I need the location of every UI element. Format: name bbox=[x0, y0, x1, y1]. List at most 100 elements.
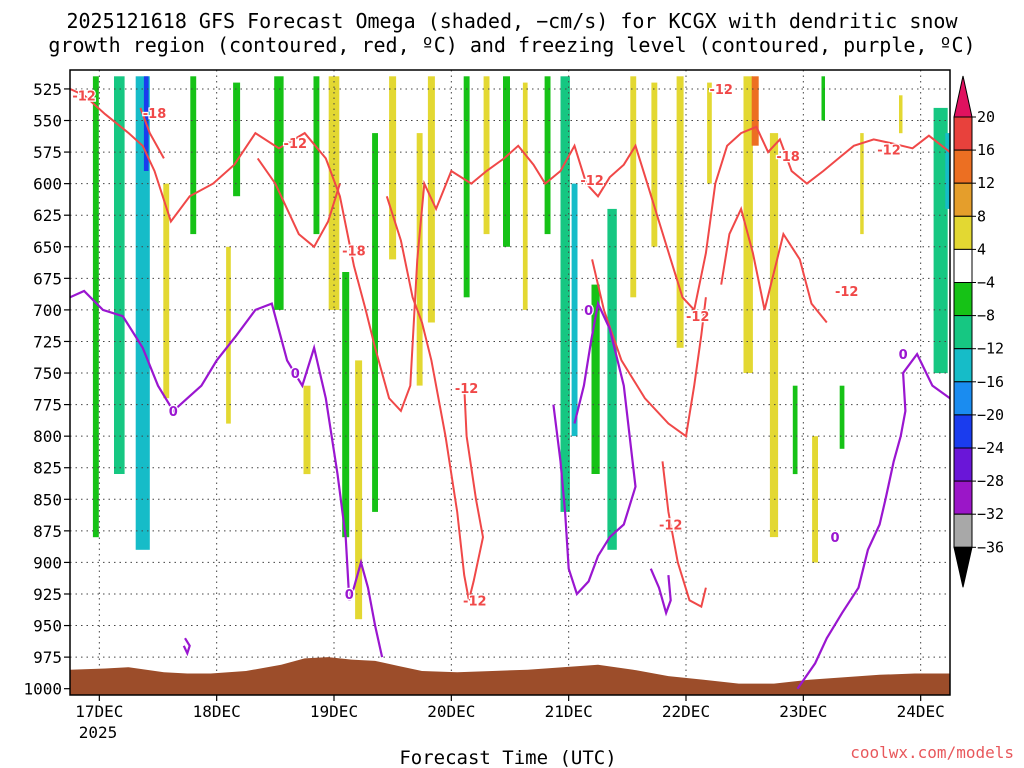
x-tick-label: 18DEC bbox=[193, 702, 241, 721]
colorbar-segment bbox=[953, 315, 973, 350]
contour-label: -12 bbox=[580, 174, 604, 189]
contour-label: 0 bbox=[584, 304, 593, 319]
colorbar-segment bbox=[953, 447, 973, 482]
colorbar-label: 20 bbox=[977, 108, 995, 126]
omega-patch bbox=[503, 76, 510, 247]
y-tick-label: 775 bbox=[33, 396, 62, 415]
x-axis-year: 2025 bbox=[79, 723, 118, 742]
colorbar-segment bbox=[953, 414, 973, 449]
y-tick-label: 850 bbox=[33, 490, 62, 509]
colorbar-segment bbox=[953, 480, 973, 515]
y-tick-label: 600 bbox=[33, 175, 62, 194]
purple-contour-line bbox=[796, 351, 950, 690]
colorbar-segment bbox=[953, 381, 973, 416]
y-tick-label: 800 bbox=[33, 427, 62, 446]
y-tick-label: 750 bbox=[33, 364, 62, 383]
colorbar-label: −28 bbox=[977, 472, 1004, 490]
contour-label: 0 bbox=[830, 531, 839, 546]
y-tick-label: 1000 bbox=[23, 680, 62, 699]
credit-text: coolwx.com/models bbox=[850, 743, 1014, 762]
omega-patch bbox=[372, 133, 378, 512]
omega-patch bbox=[135, 76, 150, 550]
x-tick-label: 24DEC bbox=[897, 702, 945, 721]
contour-label: -12 bbox=[72, 89, 96, 104]
omega-patch bbox=[544, 76, 551, 235]
omega-patch bbox=[303, 385, 311, 475]
colorbar-label: −24 bbox=[977, 439, 1004, 457]
colorbar-label: −16 bbox=[977, 373, 1004, 391]
y-tick-label: 700 bbox=[33, 301, 62, 320]
contour-label: -12 bbox=[659, 519, 683, 534]
y-tick-label: 950 bbox=[33, 617, 62, 636]
omega-patch bbox=[821, 76, 825, 121]
omega-patch bbox=[707, 82, 712, 184]
omega-patch bbox=[945, 133, 950, 209]
purple-contour-line bbox=[70, 289, 384, 658]
colorbar-label: 4 bbox=[977, 240, 986, 258]
omega-patch bbox=[389, 76, 397, 260]
contour-label: -12 bbox=[709, 83, 733, 98]
colorbar-segment bbox=[953, 149, 973, 184]
colorbar: 20 16 12 8 4 −4 −8 −12 −16 −20 −24 −28 −32 −36 bbox=[953, 75, 1004, 588]
red-contour-line bbox=[139, 107, 165, 159]
contour-label: 0 bbox=[899, 348, 908, 363]
colorbar-segment bbox=[953, 348, 973, 383]
y-axis-ticks: 525 550 575 600 625 650 675 700 725 750 775 800 825 8… bbox=[23, 80, 70, 699]
omega-patch bbox=[860, 133, 864, 235]
colorbar-segment bbox=[953, 215, 973, 250]
purple-contour-line bbox=[649, 568, 672, 617]
contour-label: 0 bbox=[345, 588, 354, 603]
omega-patch bbox=[355, 360, 363, 620]
x-tick-label: 23DEC bbox=[779, 702, 827, 721]
red-contour-line bbox=[70, 87, 950, 413]
y-tick-label: 675 bbox=[33, 269, 62, 288]
colorbar-segment bbox=[953, 182, 973, 217]
y-tick-label: 550 bbox=[33, 112, 62, 131]
omega-patch bbox=[591, 284, 600, 474]
purple-contour-line bbox=[552, 300, 637, 597]
colorbar-segment bbox=[953, 248, 973, 283]
colorbar-segment bbox=[953, 282, 973, 317]
contour-label: -12 bbox=[835, 285, 859, 300]
contour-label: -18 bbox=[143, 107, 167, 122]
colorbar-segment bbox=[953, 513, 973, 548]
red-contour-line bbox=[720, 205, 828, 324]
omega-patch bbox=[769, 133, 779, 538]
y-tick-label: 625 bbox=[33, 206, 62, 225]
omega-patch bbox=[933, 107, 948, 374]
colorbar-label: −4 bbox=[977, 274, 995, 292]
omega-patch bbox=[651, 82, 658, 247]
colorbar-label: 16 bbox=[977, 141, 995, 159]
contour-label: -12 bbox=[686, 310, 710, 325]
omega-patch bbox=[899, 95, 903, 134]
contour-label: 0 bbox=[291, 367, 300, 382]
omega-patch bbox=[676, 76, 684, 348]
contour-label: -12 bbox=[463, 594, 487, 609]
y-tick-label: 725 bbox=[33, 333, 62, 352]
y-tick-label: 925 bbox=[33, 585, 62, 604]
omega-patch bbox=[233, 82, 241, 197]
x-tick-label: 22DEC bbox=[662, 702, 710, 721]
contour-label: -12 bbox=[877, 144, 901, 159]
y-tick-label: 975 bbox=[33, 648, 62, 667]
colorbar-label: 12 bbox=[977, 174, 995, 192]
omega-patch bbox=[607, 208, 617, 550]
y-tick-label: 575 bbox=[33, 143, 62, 162]
colorbar-label: −12 bbox=[977, 340, 1004, 358]
omega-patch bbox=[743, 76, 753, 374]
y-tick-label: 525 bbox=[33, 80, 62, 99]
red-contour-line bbox=[385, 195, 485, 601]
y-tick-label: 650 bbox=[33, 238, 62, 257]
contour-label: -12 bbox=[284, 137, 308, 152]
colorbar-bottom-arrow bbox=[953, 546, 973, 588]
chart-title-line-1: 2025121618 GFS Forecast Omega (shaded, −… bbox=[66, 9, 958, 33]
omega-patch bbox=[163, 183, 170, 399]
x-tick-label: 20DEC bbox=[427, 702, 475, 721]
omega-patch bbox=[190, 76, 197, 235]
colorbar-label: −8 bbox=[977, 307, 995, 325]
omega-patch bbox=[976, 76, 980, 95]
x-tick-label: 21DEC bbox=[545, 702, 593, 721]
omega-patch bbox=[313, 76, 320, 235]
colorbar-label: 8 bbox=[977, 207, 986, 225]
